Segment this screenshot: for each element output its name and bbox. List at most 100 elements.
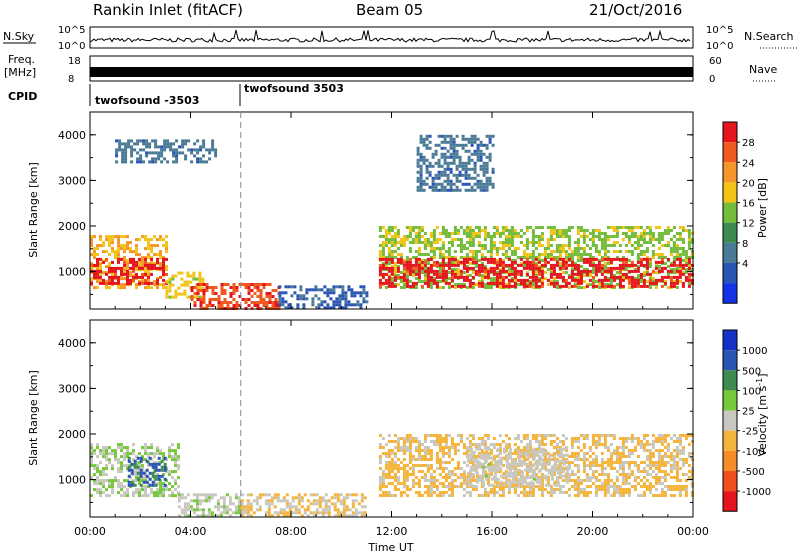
data-cell [497, 460, 500, 463]
data-cell [127, 145, 130, 148]
data-cell [162, 261, 165, 264]
data-cell [102, 452, 105, 455]
data-cell [295, 508, 298, 511]
data-cell [433, 476, 436, 479]
data-cell [442, 229, 445, 232]
data-cell [466, 491, 469, 494]
data-cell [676, 247, 679, 250]
data-cell [208, 157, 211, 160]
data-cell [487, 286, 490, 289]
data-cell [186, 284, 189, 287]
data-cell [487, 270, 490, 273]
data-cell [445, 276, 448, 279]
data-cell [310, 502, 313, 505]
data-cell [475, 261, 478, 264]
data-cell [120, 464, 123, 467]
data-cell [96, 261, 99, 264]
data-cell [577, 286, 580, 289]
data-cell [661, 235, 664, 238]
data-cell [682, 229, 685, 232]
data-cell [494, 475, 497, 478]
data-cell [326, 291, 329, 294]
data-cell [459, 171, 462, 174]
data-cell [165, 247, 168, 250]
data-cell [652, 253, 655, 256]
freq-label: Freq. [8, 53, 35, 66]
data-cell [415, 238, 418, 241]
data-cell [492, 186, 495, 189]
data-cell [472, 258, 475, 261]
data-cell [406, 494, 409, 497]
data-cell [205, 148, 208, 151]
data-cell [379, 476, 382, 479]
data-cell [613, 229, 616, 232]
data-cell [154, 142, 157, 145]
data-cell [482, 475, 485, 478]
data-cell [147, 271, 150, 274]
data-cell [535, 241, 538, 244]
data-cell [625, 440, 628, 443]
data-cell [250, 493, 253, 496]
data-cell [486, 183, 489, 186]
data-cell [679, 449, 682, 452]
data-cell [682, 458, 685, 461]
data-cell [483, 144, 486, 147]
data-cell [154, 145, 157, 148]
data-cell [497, 469, 500, 472]
data-cell [319, 505, 322, 508]
data-cell [445, 229, 448, 232]
data-cell [169, 145, 172, 148]
data-cell [637, 247, 640, 250]
data-cell [328, 499, 331, 502]
data-cell [574, 452, 577, 455]
data-cell [379, 485, 382, 488]
sky-trace [90, 30, 690, 42]
data-cell [385, 473, 388, 476]
data-cell [159, 485, 162, 488]
data-cell [616, 258, 619, 261]
data-cell [580, 247, 583, 250]
data-cell [463, 285, 466, 288]
data-cell [490, 270, 493, 273]
data-cell [406, 485, 409, 488]
data-cell [432, 177, 435, 180]
data-cell [382, 244, 385, 247]
data-cell [667, 449, 670, 452]
data-cell [298, 496, 301, 499]
data-cell [637, 476, 640, 479]
data-cell [676, 264, 679, 267]
data-cell [523, 279, 526, 282]
data-cell [478, 250, 481, 253]
data-cell [181, 508, 184, 511]
data-cell [178, 496, 181, 499]
data-cell [343, 502, 346, 505]
data-cell [445, 434, 448, 437]
data-cell [532, 273, 535, 276]
data-cell [117, 258, 120, 261]
data-cell [260, 292, 263, 295]
data-cell [308, 288, 311, 291]
data-cell [223, 508, 226, 511]
data-cell [472, 241, 475, 244]
data-cell [427, 270, 430, 273]
data-cell [172, 148, 175, 151]
data-cell [105, 458, 108, 461]
data-cell [144, 488, 147, 491]
data-cell [409, 261, 412, 264]
data-cell [604, 482, 607, 485]
data-cell [126, 247, 129, 250]
data-cell [488, 457, 491, 460]
data-cell [118, 145, 121, 148]
data-cell [664, 229, 667, 232]
data-cell [457, 476, 460, 479]
data-cell [132, 494, 135, 497]
data-cell [456, 135, 459, 138]
data-cell [631, 235, 634, 238]
data-cell [132, 276, 135, 279]
data-cell [352, 502, 355, 505]
data-cell [171, 449, 174, 452]
data-cell [445, 473, 448, 476]
data-cell [514, 282, 517, 285]
data-cell [520, 264, 523, 267]
data-cell [263, 286, 266, 289]
